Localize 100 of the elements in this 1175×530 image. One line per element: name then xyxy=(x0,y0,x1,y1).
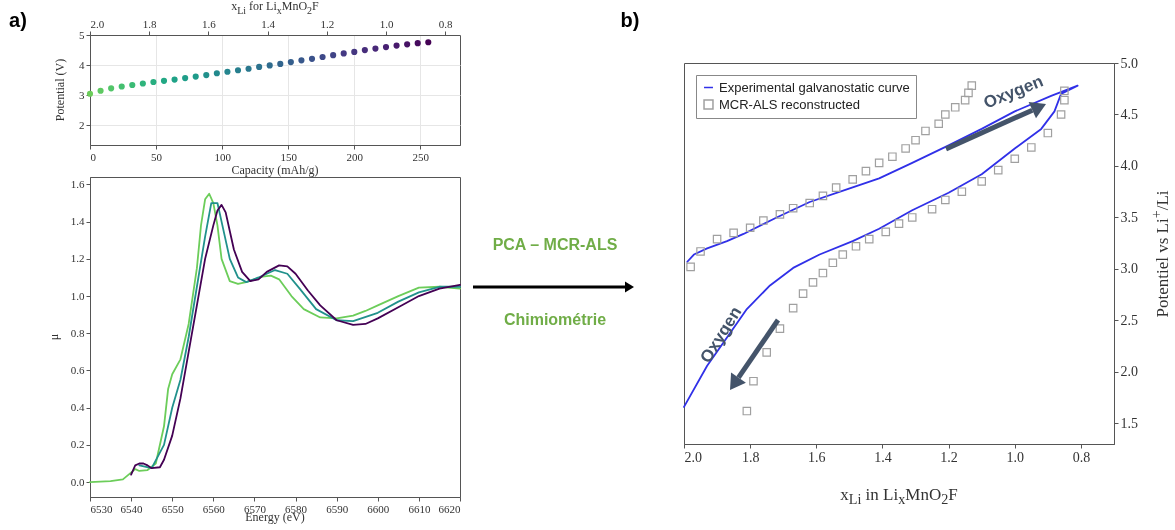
point xyxy=(805,198,814,208)
point xyxy=(351,48,358,55)
point xyxy=(941,110,950,119)
line-series xyxy=(89,192,461,484)
y-tick-label: 3 xyxy=(79,88,85,101)
point xyxy=(881,227,891,237)
point xyxy=(393,42,400,49)
x-tick-label: 0 xyxy=(90,150,97,163)
point xyxy=(848,175,857,184)
y-tick-label: 3.5 xyxy=(1120,209,1138,225)
y-tick-label: 1.4 xyxy=(70,215,85,228)
x2-tick-label: 2.0 xyxy=(90,17,105,30)
point xyxy=(901,144,910,153)
point xyxy=(729,228,738,238)
point xyxy=(203,72,210,79)
x-tick-label: 6530 xyxy=(90,502,113,515)
x-tick-label: 1.0 xyxy=(1006,449,1025,465)
y-tick-label: 1.0 xyxy=(70,289,85,302)
point xyxy=(894,219,904,228)
point xyxy=(1027,143,1036,152)
point xyxy=(888,152,897,162)
point xyxy=(993,165,1003,175)
x2-tick-label: 0.8 xyxy=(438,17,454,30)
point xyxy=(340,50,347,57)
y-tick-label: 4.5 xyxy=(1120,106,1138,122)
point xyxy=(775,324,785,333)
point xyxy=(245,65,252,72)
point xyxy=(831,183,841,192)
x-tick-label: 6540 xyxy=(120,502,144,515)
point xyxy=(838,250,848,259)
point xyxy=(1060,95,1069,105)
x-tick-label: 250 xyxy=(412,150,430,163)
y-tick-label: 0.0 xyxy=(70,475,85,488)
x-tick-label: 50 xyxy=(151,150,163,163)
point xyxy=(308,55,316,62)
point xyxy=(1060,86,1069,96)
point xyxy=(330,52,337,59)
point xyxy=(192,73,199,80)
y-tick-label: 2.0 xyxy=(1120,364,1138,380)
point xyxy=(960,95,970,105)
y-tick-label: 5.0 xyxy=(1120,55,1138,71)
point xyxy=(256,63,263,71)
point xyxy=(907,213,917,222)
point xyxy=(118,83,125,90)
point xyxy=(927,204,937,214)
point xyxy=(277,60,284,68)
point xyxy=(86,90,94,97)
y-axis-title: Potential (V) xyxy=(53,58,67,122)
point xyxy=(921,126,930,136)
x2-tick-label: 1.6 xyxy=(202,17,217,30)
point xyxy=(818,191,828,201)
point xyxy=(861,166,871,176)
y-axis-title: μ xyxy=(47,333,61,341)
x-tick-label: 6600 xyxy=(367,502,390,515)
point xyxy=(957,187,967,197)
point xyxy=(319,53,326,61)
point xyxy=(414,40,421,47)
point xyxy=(1043,128,1053,138)
x2-tick-label: 1.0 xyxy=(379,17,394,30)
y-tick-label: 1.2 xyxy=(70,252,85,265)
point xyxy=(828,258,838,268)
x-tick-label: 6560 xyxy=(202,502,226,515)
point xyxy=(1056,110,1066,119)
point xyxy=(266,62,273,69)
point xyxy=(108,85,115,92)
point xyxy=(171,76,178,83)
point xyxy=(686,262,695,272)
x-tick-label: 1.6 xyxy=(808,449,826,465)
y-tick-label: 0.8 xyxy=(70,326,85,339)
legend-label: Experimental galvanostatic curve xyxy=(719,79,910,95)
point xyxy=(712,234,722,244)
point xyxy=(950,102,960,112)
text: PCA – MCR-ALS xyxy=(492,236,618,253)
y-tick-label: 1.5 xyxy=(1120,415,1138,431)
point xyxy=(967,81,977,90)
point xyxy=(759,216,768,225)
point xyxy=(1010,154,1020,164)
point xyxy=(977,177,986,186)
y-tick-label: 2 xyxy=(79,118,85,131)
point xyxy=(361,46,368,54)
point xyxy=(425,39,432,46)
point xyxy=(864,234,874,244)
point xyxy=(382,43,390,51)
x-tick-label: 0.8 xyxy=(1072,449,1091,465)
x-tick-label: 1.2 xyxy=(940,449,958,465)
point xyxy=(745,223,755,233)
x2-tick-label: 1.2 xyxy=(320,17,335,30)
y-tick-label: 1.6 xyxy=(70,177,85,190)
point xyxy=(911,135,920,145)
y-tick-label: 5 xyxy=(79,28,85,41)
y-tick-label: 0.4 xyxy=(70,401,85,414)
x-tick-label: 6590 xyxy=(326,502,349,515)
point xyxy=(213,70,220,77)
point xyxy=(404,41,411,48)
x-tick-label: 150 xyxy=(280,150,298,163)
x-axis-title: Capacity (mAh/g) xyxy=(231,163,319,177)
point xyxy=(129,81,136,89)
text: Chimiométrie xyxy=(503,311,607,328)
point xyxy=(287,59,294,66)
point xyxy=(139,80,146,87)
